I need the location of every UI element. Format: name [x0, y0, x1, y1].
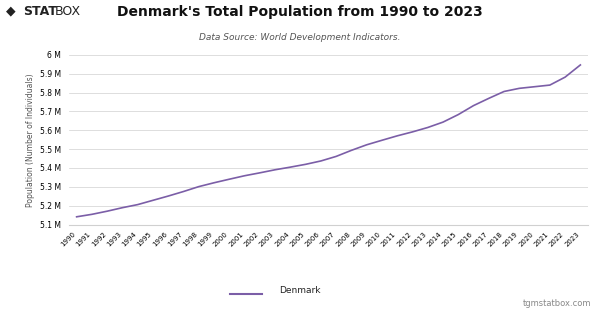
Text: ◆: ◆	[6, 5, 16, 18]
Y-axis label: Population (Number of Individuals): Population (Number of Individuals)	[26, 73, 35, 207]
Text: Data Source: World Development Indicators.: Data Source: World Development Indicator…	[199, 33, 401, 42]
Denmark	[455, 113, 462, 116]
Denmark	[134, 203, 141, 207]
Denmark	[271, 168, 278, 172]
Denmark	[363, 143, 370, 147]
Denmark	[256, 171, 263, 175]
Text: tgmstatbox.com: tgmstatbox.com	[523, 299, 591, 308]
Denmark	[88, 213, 95, 216]
Denmark	[577, 63, 584, 67]
Denmark	[302, 162, 309, 166]
Denmark	[546, 83, 553, 87]
Denmark	[164, 194, 172, 198]
Denmark	[439, 120, 446, 124]
Text: Denmark's Total Population from 1990 to 2023: Denmark's Total Population from 1990 to …	[117, 5, 483, 19]
Denmark	[409, 130, 416, 134]
Denmark	[500, 89, 508, 93]
Denmark	[531, 85, 538, 89]
Denmark	[562, 75, 569, 79]
Denmark	[470, 104, 477, 107]
Denmark	[180, 190, 187, 193]
Text: BOX: BOX	[55, 5, 82, 18]
Denmark	[73, 215, 80, 219]
Denmark	[195, 185, 202, 188]
Denmark	[424, 126, 431, 129]
Denmark	[241, 174, 248, 178]
Denmark	[379, 138, 386, 142]
Denmark	[485, 96, 493, 100]
Denmark	[394, 134, 401, 138]
Denmark	[211, 181, 218, 185]
Denmark	[516, 86, 523, 90]
Denmark	[149, 198, 157, 202]
Denmark	[104, 209, 111, 213]
Line: Denmark: Denmark	[77, 65, 580, 217]
Denmark	[119, 206, 126, 209]
Denmark	[348, 149, 355, 152]
Denmark	[226, 177, 233, 181]
Denmark	[287, 165, 294, 169]
Denmark	[332, 154, 340, 158]
Denmark	[317, 159, 325, 163]
Text: STAT: STAT	[23, 5, 56, 18]
Text: Denmark: Denmark	[279, 286, 321, 295]
